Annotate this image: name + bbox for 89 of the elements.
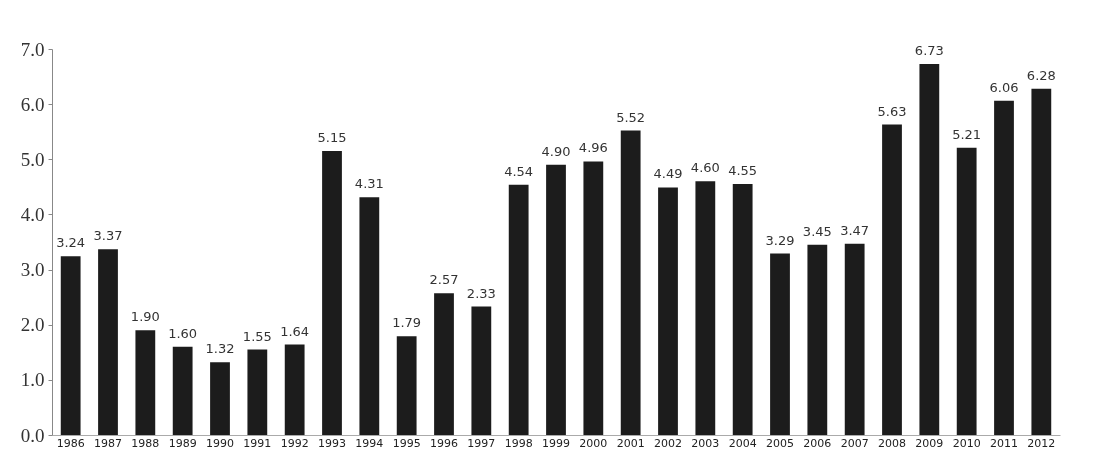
x-tick-label: 2007: [840, 436, 869, 450]
data-label: 3.37: [93, 228, 123, 244]
x-tick-label: 1997: [467, 436, 496, 450]
bar: [98, 249, 118, 435]
data-label: 1.60: [168, 325, 198, 341]
x-tick-label: 1989: [168, 436, 197, 450]
data-label: 4.31: [354, 176, 384, 192]
x-tick-label: 2006: [803, 436, 832, 450]
y-tick-label: 4.0: [20, 203, 45, 225]
data-label: 1.90: [130, 309, 160, 325]
data-label: 5.63: [877, 103, 907, 119]
bar: [919, 63, 940, 435]
x-tick-label: 2003: [691, 436, 720, 450]
data-label: 2.33: [466, 285, 496, 301]
y-tick-label: 5.0: [20, 148, 45, 170]
x-tick-label: 2010: [952, 436, 981, 450]
x-tick-label: 2000: [579, 436, 608, 450]
data-label: 6.28: [1026, 67, 1056, 83]
x-tick-label: 2002: [654, 436, 682, 450]
x-tick-label: 2001: [616, 436, 645, 450]
data-label: 5.15: [317, 130, 347, 146]
bar: [396, 336, 417, 435]
y-tick-label: 1.0: [20, 369, 45, 391]
bar: [994, 100, 1014, 435]
x-tick-label: 1996: [430, 436, 458, 450]
bar: [620, 130, 641, 435]
y-tick-label: 3.0: [20, 259, 45, 281]
x-tick-label: 1986: [56, 436, 85, 450]
y-tick-label: 7.0: [20, 38, 45, 60]
data-label: 1.79: [392, 315, 422, 331]
bar: [732, 184, 753, 435]
data-label: 3.24: [56, 235, 86, 251]
bar: [172, 346, 193, 435]
x-tick-label: 1993: [318, 436, 346, 450]
data-label: 1.64: [280, 323, 310, 339]
x-tick-label: 1992: [280, 436, 309, 450]
x-tick-label: 2012: [1027, 436, 1056, 450]
y-tick-label: 6.0: [20, 93, 45, 115]
bar: [658, 187, 678, 435]
bar: [546, 164, 566, 435]
y-tick-label: 0.0: [20, 424, 45, 446]
x-tick-label: 1987: [94, 436, 122, 450]
data-label: 5.21: [952, 126, 982, 142]
x-tick-label: 2005: [766, 436, 794, 450]
data-label: 3.45: [802, 223, 832, 239]
bar: [770, 253, 790, 435]
data-label: 4.90: [541, 143, 571, 159]
data-label: 1.55: [242, 328, 272, 344]
data-label: 4.96: [578, 140, 608, 156]
bar: [508, 184, 529, 435]
x-tick-label: 1991: [243, 436, 272, 450]
data-label: 4.55: [728, 163, 758, 179]
data-label: 3.47: [840, 222, 870, 238]
x-tick-label: 1998: [504, 436, 533, 450]
bar: [882, 124, 902, 435]
bar: [695, 181, 716, 435]
y-tick-label: 2.0: [20, 314, 45, 336]
data-label: 4.60: [690, 160, 720, 176]
data-label: 6.73: [914, 42, 944, 58]
bar: [359, 197, 380, 435]
bar: [471, 306, 492, 435]
bar: [807, 244, 828, 435]
data-label: 3.29: [765, 232, 795, 248]
data-label: 2.57: [429, 272, 459, 288]
bar: [844, 243, 865, 435]
x-tick-label: 2009: [915, 436, 944, 450]
bar: [322, 151, 342, 435]
data-label: 5.52: [616, 109, 646, 125]
data-label: 4.49: [653, 166, 683, 182]
x-tick-label: 1999: [542, 436, 570, 450]
bar: [1031, 88, 1052, 435]
data-label: 1.32: [205, 341, 235, 357]
x-tick-label: 1988: [131, 436, 160, 450]
bar: [210, 362, 230, 435]
x-tick-label: 1995: [392, 436, 421, 450]
bar: [135, 330, 156, 435]
bar: [583, 161, 604, 435]
x-tick-label: 1994: [355, 436, 384, 450]
bar: [434, 293, 454, 435]
data-label: 6.06: [989, 79, 1019, 95]
data-label: 4.54: [504, 163, 534, 179]
x-tick-label: 2011: [990, 436, 1018, 450]
bar: [284, 344, 305, 435]
bar: [60, 256, 81, 435]
x-tick-label: 2008: [878, 436, 906, 450]
x-tick-label: 1990: [206, 436, 234, 450]
x-tick-label: 2004: [728, 436, 757, 450]
bar: [247, 349, 268, 435]
bar: [956, 147, 977, 435]
